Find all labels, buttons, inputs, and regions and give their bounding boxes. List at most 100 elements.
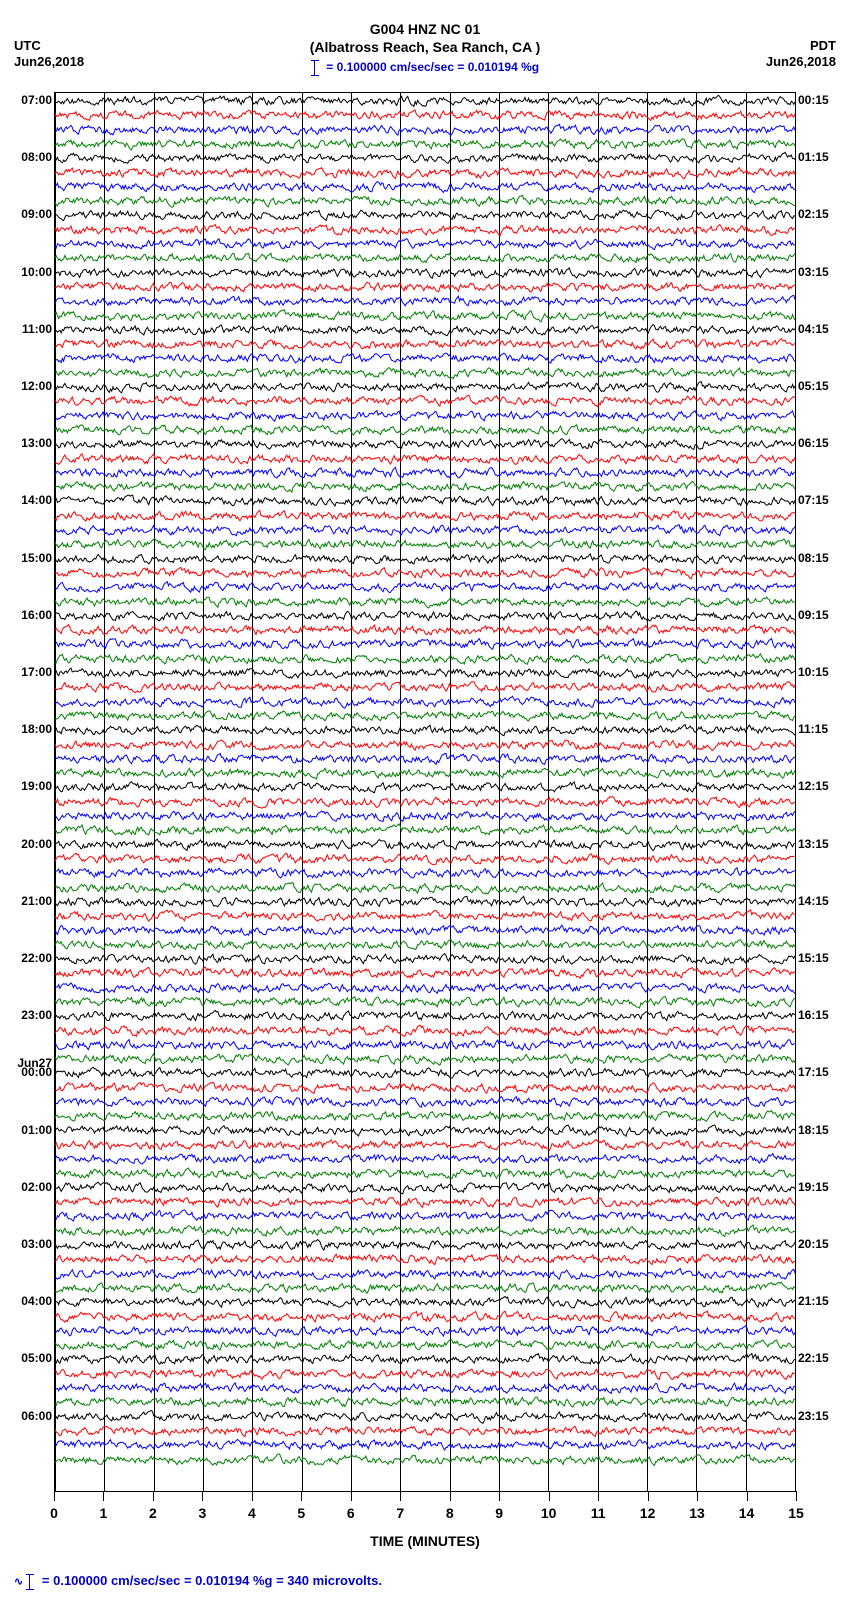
scale-glyph-icon [26,1574,34,1590]
header-right: PDT Jun26,2018 [766,38,836,69]
footer-scale: ∿ = 0.100000 cm/sec/sec = 0.010194 %g = … [10,1573,840,1590]
x-tick-label: 5 [297,1505,305,1521]
x-tick-label: 4 [248,1505,256,1521]
left-time-label: 10:00 [21,265,52,279]
x-tick-mark [697,1491,698,1501]
left-time-label: 00:00 [21,1065,52,1079]
vertical-gridline [795,93,796,1491]
x-tick-label: 13 [689,1505,705,1521]
station-location: (Albatross Reach, Sea Ranch, CA ) [10,38,840,56]
waveform-trace [55,1450,795,1470]
utc-date: Jun26,2018 [14,54,84,70]
x-tick-mark [648,1491,649,1501]
footer-prefix-icon: ∿ [14,1576,26,1588]
right-time-label: 06:15 [798,436,829,450]
left-time-label: 08:00 [21,150,52,164]
right-time-label: 05:15 [798,379,829,393]
right-time-label: 02:15 [798,207,829,221]
left-time-label: 04:00 [21,1294,52,1308]
x-tick-mark [54,1491,55,1501]
x-tick-mark [400,1491,401,1501]
right-time-label: 21:15 [798,1294,829,1308]
right-time-label: 07:15 [798,493,829,507]
left-time-label: 11:00 [22,322,52,336]
left-time-label: 02:00 [21,1180,52,1194]
right-time-label: 09:15 [798,608,829,622]
right-time-label: 01:15 [798,150,829,164]
right-time-label: 04:15 [798,322,829,336]
header: UTC Jun26,2018 G004 HNZ NC 01 (Albatross… [10,20,840,92]
x-tick-mark [747,1491,748,1501]
left-time-label: 18:00 [21,722,52,736]
scale-line: = 0.100000 cm/sec/sec = 0.010194 %g [10,60,840,76]
x-tick-mark [301,1491,302,1501]
helicorder-plot [54,92,796,1492]
waveform-traces [55,93,795,1491]
x-tick-label: 11 [591,1505,606,1521]
right-time-label: 19:15 [798,1180,829,1194]
x-tick-mark [598,1491,599,1501]
plot-wrap: Jun2707:0008:0009:0010:0011:0012:0013:00… [54,92,796,1492]
right-time-label: 11:15 [798,722,828,736]
left-time-label: 07:00 [21,93,52,107]
x-axis: 0123456789101112131415 [54,1491,796,1531]
left-time-label: 19:00 [21,779,52,793]
x-tick-label: 14 [739,1505,755,1521]
right-time-label: 14:15 [798,894,829,908]
left-time-label: 05:00 [21,1351,52,1365]
x-tick-label: 12 [640,1505,656,1521]
right-time-label: 23:15 [798,1409,829,1423]
pdt-label: PDT [766,38,836,54]
x-tick-mark [499,1491,500,1501]
left-time-label: 20:00 [21,837,52,851]
scale-glyph-icon [311,60,319,76]
utc-label: UTC [14,38,84,54]
left-time-label: 09:00 [21,207,52,221]
left-time-label: 21:00 [21,894,52,908]
right-time-label: 18:15 [798,1123,829,1137]
x-tick-label: 8 [446,1505,454,1521]
right-time-label: 16:15 [798,1008,829,1022]
right-time-label: 13:15 [798,837,829,851]
right-time-label: 20:15 [798,1237,829,1251]
left-time-label: 17:00 [21,665,52,679]
right-time-label: 22:15 [798,1351,829,1365]
left-time-label: 22:00 [21,951,52,965]
right-time-labels: 00:15 01:15 02:15 03:15 04:15 05:15 06:15 07:15… [796,92,840,1492]
right-time-label: 12:15 [798,779,829,793]
x-tick-label: 15 [788,1505,804,1521]
x-tick-mark [153,1491,154,1501]
x-tick-mark [450,1491,451,1501]
x-tick-label: 6 [347,1505,355,1521]
x-axis-title: TIME (MINUTES) [10,1533,840,1549]
x-tick-mark [796,1491,797,1501]
left-time-labels: Jun2707:0008:0009:0010:0011:0012:0013:00… [10,92,54,1492]
x-tick-label: 10 [541,1505,557,1521]
x-tick-label: 1 [100,1505,108,1521]
left-time-label: 03:00 [21,1237,52,1251]
footer-text: = 0.100000 cm/sec/sec = 0.010194 %g = 34… [42,1573,382,1588]
header-left: UTC Jun26,2018 [14,38,84,69]
x-tick-label: 0 [50,1505,58,1521]
left-time-label: 12:00 [21,379,52,393]
pdt-date: Jun26,2018 [766,54,836,70]
x-tick-mark [103,1491,104,1501]
header-center: G004 HNZ NC 01 (Albatross Reach, Sea Ran… [10,20,840,76]
left-time-label: 14:00 [21,493,52,507]
right-time-label: 03:15 [798,265,829,279]
right-time-label: 10:15 [798,665,829,679]
x-tick-mark [202,1491,203,1501]
right-time-label: 15:15 [798,951,829,965]
x-tick-mark [351,1491,352,1501]
right-time-label: 00:15 [798,93,829,107]
left-time-label: 23:00 [21,1008,52,1022]
x-tick-label: 3 [198,1505,206,1521]
right-time-label: 17:15 [798,1065,829,1079]
scale-text: = 0.100000 cm/sec/sec = 0.010194 %g [326,61,539,75]
x-tick-mark [549,1491,550,1501]
left-time-label: 06:00 [21,1409,52,1423]
left-time-label: 15:00 [21,551,52,565]
x-tick-label: 2 [149,1505,157,1521]
right-time-label: 08:15 [798,551,829,565]
x-tick-label: 7 [396,1505,404,1521]
